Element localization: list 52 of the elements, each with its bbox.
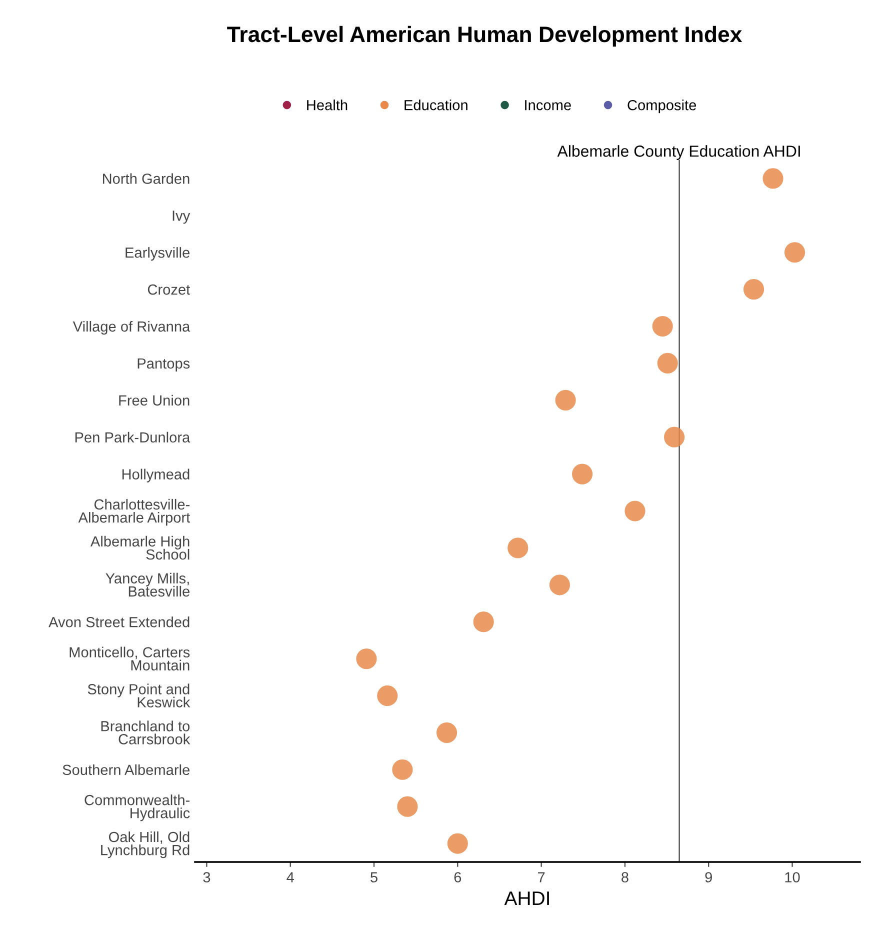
y-tick-label: North Garden [102, 173, 190, 184]
point [356, 648, 377, 670]
point [657, 352, 678, 374]
point [652, 316, 673, 337]
point [397, 796, 418, 817]
x-tick-label: 3 [203, 872, 210, 882]
point [473, 612, 494, 632]
ref-line-label: Albemarle County Education AHDI [557, 145, 800, 160]
x-tick-label: 10 [785, 872, 800, 882]
y-tick-label: Yancey Mills, Batesville [106, 572, 190, 597]
y-tick-label: Albemarle High School [90, 536, 190, 560]
x-tick-label: 9 [705, 872, 712, 882]
point [555, 390, 576, 410]
point [743, 279, 764, 300]
y-tick-label: Village of Rivanna [72, 320, 190, 335]
x-tick-label: 7 [538, 872, 545, 882]
x-axis-title: AHDI [504, 892, 549, 905]
x-tick-label: 4 [286, 872, 294, 882]
y-tick-label: Hollymead [122, 468, 190, 482]
point [784, 242, 806, 263]
point [436, 722, 458, 743]
y-tick-label: Monticello, Carters Mountain [70, 646, 190, 670]
y-tick-label: Crozet [148, 284, 190, 295]
y-tick-label: Oak Hill, Old Lynchburg Rd [101, 831, 190, 858]
point [508, 538, 528, 558]
point [762, 168, 784, 189]
chart-title: Tract-Level American Human Development Index [227, 26, 742, 47]
legend-label: Income [525, 100, 571, 110]
y-tick-label: Stony Point and Keswick [88, 684, 190, 708]
legend-label: Health [307, 100, 348, 110]
y-tick-label: Free Union [119, 394, 190, 406]
point [549, 574, 570, 596]
point [377, 685, 398, 706]
point [664, 426, 685, 448]
point [447, 833, 468, 854]
y-tick-label: Ivy [172, 210, 190, 224]
y-tick-label: Charlottesville- Albemarle Airport [78, 498, 190, 526]
x-tick-label: 5 [370, 872, 378, 882]
legend-label: Composite [628, 100, 696, 114]
y-tick-label: Pantops [138, 358, 190, 372]
y-tick-label: Southern Albemarle [62, 764, 190, 776]
legend-label: Education [404, 100, 468, 110]
y-tick-label: Branchland to Carrsbrook [101, 720, 190, 744]
y-tick-label: Earlysville [126, 247, 190, 261]
x-tick-label: 6 [454, 872, 462, 882]
point [392, 759, 413, 780]
y-tick-label: Commonwealth- Hydraulic [84, 794, 190, 822]
y-tick-label: Avon Street Extended [48, 616, 190, 628]
y-tick-label: Pen Park-Dunlora [75, 432, 190, 443]
point [624, 500, 646, 522]
point [572, 464, 593, 484]
x-tick-label: 8 [622, 872, 628, 882]
